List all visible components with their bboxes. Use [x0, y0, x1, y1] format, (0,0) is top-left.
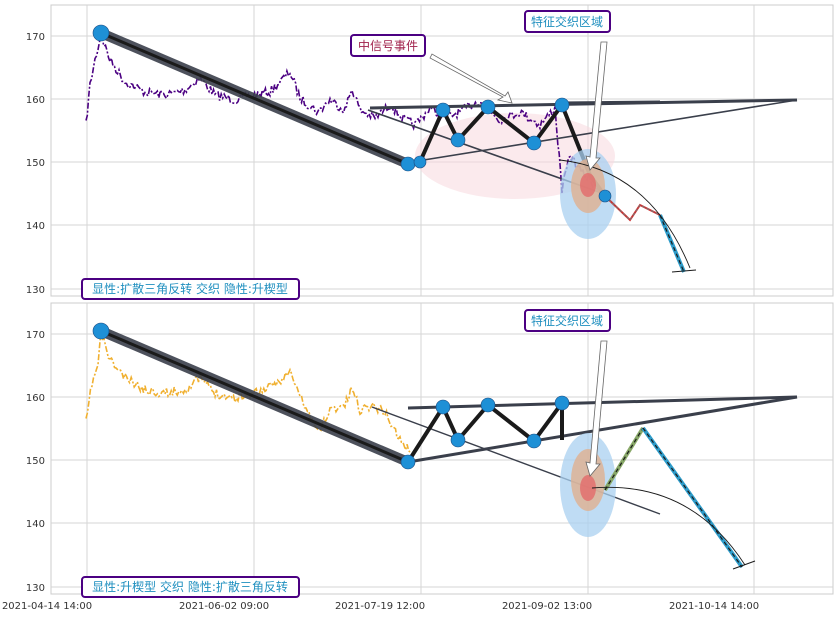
- x-tick-label: 2021-04-14 14:00: [2, 601, 92, 612]
- panel-bottom: 170 160 150 140 130: [26, 302, 834, 598]
- pivot-markers: [92, 322, 570, 470]
- lower-trendline: [404, 99, 798, 164]
- pivot-marker: [450, 132, 466, 148]
- blue-projection-dash: [659, 214, 685, 273]
- y-tick-labels: 170 160 150 140 130: [26, 330, 45, 594]
- upper-trendline: [407, 395, 798, 410]
- red-projection-dash: [604, 195, 661, 221]
- pivot-marker: [400, 454, 416, 470]
- y-tick-label: 170: [26, 32, 45, 43]
- panel-top: 170 160 150 140 130: [26, 4, 834, 300]
- event-label: 中信号事件: [358, 38, 418, 53]
- decline-wedge-core: [100, 31, 409, 166]
- projection-arc: [591, 486, 746, 566]
- upper-trendline-extension: [559, 100, 661, 105]
- pivot-marker: [598, 189, 612, 203]
- decline-wedge-core: [100, 329, 409, 464]
- pattern-label-box: 显性:扩散三角反转 交织 隐性:升楔型: [81, 278, 300, 300]
- y-tick-label: 150: [26, 158, 45, 169]
- pivot-marker: [526, 433, 542, 449]
- lower-trendline: [407, 395, 798, 464]
- pivot-marker: [554, 97, 570, 113]
- y-tick-label: 150: [26, 456, 45, 467]
- y-tick-label: 140: [26, 221, 45, 232]
- feature-label: 特征交织区域: [531, 14, 603, 29]
- pattern-label: 显性:扩散三角反转 交织 隐性:升楔型: [92, 281, 288, 296]
- x-tick-label: 2021-07-19 12:00: [335, 601, 425, 612]
- projection-cap: [732, 560, 756, 570]
- feature-arrow: [585, 340, 608, 477]
- feature-label: 特征交织区域: [531, 313, 603, 328]
- pivot-marker: [400, 156, 416, 172]
- pivot-marker: [554, 395, 570, 411]
- y-tick-label: 160: [26, 95, 45, 106]
- plot-area: [50, 302, 834, 595]
- x-tick-label: 2021-10-14 14:00: [669, 601, 759, 612]
- feature-label-box: 特征交织区域: [524, 309, 611, 332]
- pattern-label-box: 显性:升楔型 交织 隐性:扩散三角反转: [81, 576, 300, 598]
- x-tick-label: 2021-06-02 09:00: [179, 601, 269, 612]
- pivot-marker: [435, 102, 451, 118]
- y-tick-label: 140: [26, 519, 45, 530]
- y-tick-label: 170: [26, 330, 45, 341]
- feature-ellipse: [560, 149, 616, 239]
- pattern-label: 显性:升楔型 交织 隐性:扩散三角反转: [92, 579, 288, 594]
- pivot-marker: [480, 397, 496, 413]
- projection-cap: [671, 269, 697, 273]
- x-tick-labels: 2021-04-14 14:00 2021-06-02 09:00 2021-0…: [2, 601, 759, 612]
- pivot-marker: [526, 135, 542, 151]
- pivot-marker: [413, 155, 427, 169]
- price-series-line: [85, 34, 601, 194]
- event-arrow: [429, 53, 513, 104]
- pivot-marker: [92, 24, 110, 42]
- projection-arc: [559, 159, 691, 269]
- pivot-marker: [480, 99, 496, 115]
- green-projection-dash: [604, 427, 644, 491]
- blue-projection-dash: [642, 427, 743, 568]
- y-tick-label: 160: [26, 393, 45, 404]
- y-tick-label: 130: [26, 583, 45, 594]
- y-tick-label: 130: [26, 285, 45, 296]
- event-label-box: 中信号事件: [350, 34, 426, 57]
- feature-label-box: 特征交织区域: [524, 10, 611, 33]
- feature-arrow: [585, 41, 608, 171]
- pivot-marker: [450, 432, 466, 448]
- y-tick-labels: 170 160 150 140 130: [26, 32, 45, 296]
- x-tick-label: 2021-09-02 13:00: [502, 601, 592, 612]
- pivot-marker: [92, 322, 110, 340]
- pivot-marker: [435, 399, 451, 415]
- pivot-markers: [92, 24, 612, 203]
